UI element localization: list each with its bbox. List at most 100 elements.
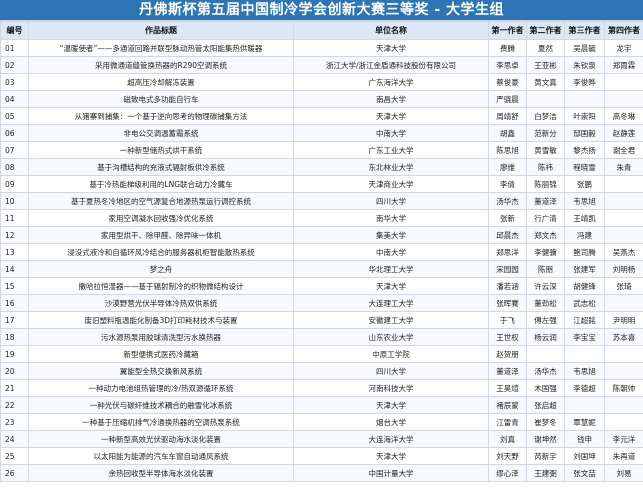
awards-table: 编号 作品标题 单位名称 第一作者 第二作者 第三作者 第四作者 01 “温暖使者… — [0, 21, 643, 482]
cell-first-author: 赵贺朋 — [488, 345, 527, 363]
cell-number: 15 — [0, 277, 29, 295]
cell-number: 18 — [0, 328, 29, 346]
table-row: 03 超高压冷却解冻装置 广东海洋大学 蔡俊豪 黄文真 李俊晔 — [0, 73, 643, 91]
cell-second-author: 陈朋 — [526, 260, 565, 278]
cell-work-title: 超高压冷却解冻装置 — [28, 73, 294, 91]
cell-third-author — [564, 396, 605, 414]
cell-fourth-author: 高冬琳 — [604, 107, 643, 125]
cell-first-author: 廖维 — [488, 158, 527, 176]
cell-first-author: 于飞 — [488, 311, 527, 329]
table-row: 11 家用空调凝水回收强冷优化系统 南华大学 张新 行广清 王靖凯 — [0, 209, 643, 227]
cell-fourth-author: 朱青 — [604, 158, 643, 176]
header-first-author: 第一作者 — [488, 21, 527, 40]
table-row: 22 一种光伏与碳纤维技术耦合的融雪化冰系统 天津大学 褚辰蒙 张启超 — [0, 396, 643, 414]
cell-fourth-author: 尹明明 — [604, 311, 643, 329]
table-row: 05 从猪寨到捕集：一个基于逆向思考的物理碳捕集方法 天津大学 周靖舒 白梦洁 叶崇阳 高冬… — [0, 107, 643, 125]
cell-second-author: 陈丽锦 — [526, 175, 565, 193]
cell-fourth-author: 赵静莲 — [604, 124, 643, 142]
cell-second-author: 行广清 — [526, 209, 565, 227]
cell-unit-name: 天津大学 — [293, 396, 489, 414]
cell-third-author: 江超銘 — [564, 311, 605, 329]
cell-number: 08 — [0, 158, 29, 176]
cell-first-author: 蔡俊豪 — [488, 73, 527, 91]
cell-third-author: 胡健锋 — [564, 277, 605, 295]
cell-first-author: 江雷青 — [488, 413, 527, 431]
cell-first-author: 陈思旭 — [488, 141, 527, 159]
cell-fourth-author: 朱再道 — [604, 447, 643, 465]
cell-unit-name: 山东农业大学 — [293, 328, 489, 346]
cell-work-title: 家用型烘干、除甲醛、除异味一体机 — [28, 226, 294, 244]
cell-unit-name: 集美大学 — [293, 226, 489, 244]
cell-fourth-author — [604, 73, 643, 91]
cell-number: 11 — [0, 209, 29, 227]
cell-unit-name: 中原工学院 — [293, 345, 489, 363]
cell-first-author: 刘天野 — [488, 447, 527, 465]
cell-unit-name: 中南大学 — [293, 124, 489, 142]
table-row: 06 非电公交调温蓄霜系统 中南大学 胡鑫 范新分 邸国毅 赵静莲 — [0, 124, 643, 142]
cell-unit-name: 四川大学 — [293, 192, 489, 210]
table-row: 15 撒哈拉恒湿器——基于辐射制冷的织物微结构设计 天津大学 潘若涵 许云深 胡健锋 张琦 — [0, 277, 643, 295]
cell-second-author: 许云深 — [526, 277, 565, 295]
cell-unit-name: 南华大学 — [293, 209, 489, 227]
table-row: 09 基于冷热能梯级利用的LNG联合动力冷藏车 天津商业大学 李倩 陈丽锦 张鹏 — [0, 175, 643, 193]
cell-number: 07 — [0, 141, 29, 159]
cell-work-title: “温暖使者”——多通道回路并联型脉动热管太阳能集热供暖器 — [28, 39, 294, 57]
cell-second-author: 夏然 — [526, 39, 565, 57]
cell-number: 21 — [0, 379, 29, 397]
cell-first-author: 费腾 — [488, 39, 527, 57]
cell-work-title: 翼能型全热交换新风系统 — [28, 362, 294, 380]
cell-work-title: 废旧塑料瓶温能化制备3D打印耗材技术与装置 — [28, 311, 294, 329]
cell-first-author: 李思卓 — [488, 56, 527, 74]
cell-second-author: 李健骥 — [526, 243, 565, 261]
cell-unit-name: 广东工业大学 — [293, 141, 489, 159]
table-row: 25 以太阳能为能源的汽车车窗自动通风系统 天津大学 刘天野 芮新宇 刘国坤 朱再道 — [0, 447, 643, 465]
cell-second-author: 范新分 — [526, 124, 565, 142]
cell-work-title: 基于夏热冬冷地区的空气源复合地源热泵运行调控系统 — [28, 192, 294, 210]
table-row: 12 家用型烘干、除甲醛、除异味一体机 集美大学 邱晨杰 郑文杰 冯建 — [0, 226, 643, 244]
cell-fourth-author — [604, 90, 643, 108]
cell-fourth-author: 苏本喜 — [604, 328, 643, 346]
cell-fourth-author — [604, 294, 643, 312]
cell-work-title: 撒哈拉恒湿器——基于辐射制冷的织物微结构设计 — [28, 277, 294, 295]
cell-third-author: 韦思旭 — [564, 362, 605, 380]
cell-second-author: 汤华杰 — [526, 362, 565, 380]
table-row: 21 一种动力电池组热管理的冷/热双源循环系统 河南科技大学 王昊煊 木国强 李德超 陈朝帅 — [0, 379, 643, 397]
cell-number: 01 — [0, 39, 29, 57]
cell-work-title: 一种新型储热式烘干系统 — [28, 141, 294, 159]
cell-number: 13 — [0, 243, 29, 261]
cell-second-author: 王亚彬 — [526, 56, 565, 74]
header-third-author: 第三作者 — [564, 21, 605, 40]
table-row: 13 浸没式液冷和自循环风冷结合的服务器机柜智能散热系统 中南大学 郑思洋 李健骥 鲍司腾… — [0, 243, 643, 261]
cell-third-author: 邸国毅 — [564, 124, 605, 142]
cell-fourth-author: 张琦 — [604, 277, 643, 295]
cell-fourth-author — [604, 192, 643, 210]
table-row: 07 一种新型储热式烘干系统 广东工业大学 陈思旭 黄雪敏 黎杰扬 谢全君 — [0, 141, 643, 159]
cell-work-title: 一种基于压缩机排气冷通换热器的空调热泵系统 — [28, 413, 294, 431]
cell-number: 24 — [0, 430, 29, 448]
cell-first-author: 张新 — [488, 209, 527, 227]
cell-fourth-author: 刘明杨 — [604, 260, 643, 278]
cell-first-author: 潘若涵 — [488, 277, 527, 295]
cell-third-author: 李宝宝 — [564, 328, 605, 346]
cell-fourth-author — [604, 345, 643, 363]
cell-number: 06 — [0, 124, 29, 142]
cell-number: 22 — [0, 396, 29, 414]
cell-unit-name: 烟台大学 — [293, 413, 489, 431]
cell-unit-name: 浙江大学/浙江金盾通科技股份有限公司 — [293, 56, 489, 74]
cell-first-author: 李倩 — [488, 175, 527, 193]
cell-third-author: 黎杰扬 — [564, 141, 605, 159]
cell-unit-name: 天津大学 — [293, 107, 489, 125]
cell-fourth-author — [604, 362, 643, 380]
cell-first-author: 汤华杰 — [488, 192, 527, 210]
cell-number: 04 — [0, 90, 29, 108]
cell-number: 02 — [0, 56, 29, 74]
cell-third-author: 王靖凯 — [564, 209, 605, 227]
cell-first-author: 董道泽 — [488, 362, 527, 380]
cell-number: 05 — [0, 107, 29, 125]
cell-first-author: 褚辰蒙 — [488, 396, 527, 414]
cell-number: 10 — [0, 192, 29, 210]
cell-third-author: 吴晨毓 — [564, 39, 605, 57]
cell-work-title: 污水源热泵用胶球清洗型污水换热器 — [28, 328, 294, 346]
cell-work-title: 基于沟槽结构的充液式辐射板供冷系统 — [28, 158, 294, 176]
cell-work-title: 梦之舟 — [28, 260, 294, 278]
